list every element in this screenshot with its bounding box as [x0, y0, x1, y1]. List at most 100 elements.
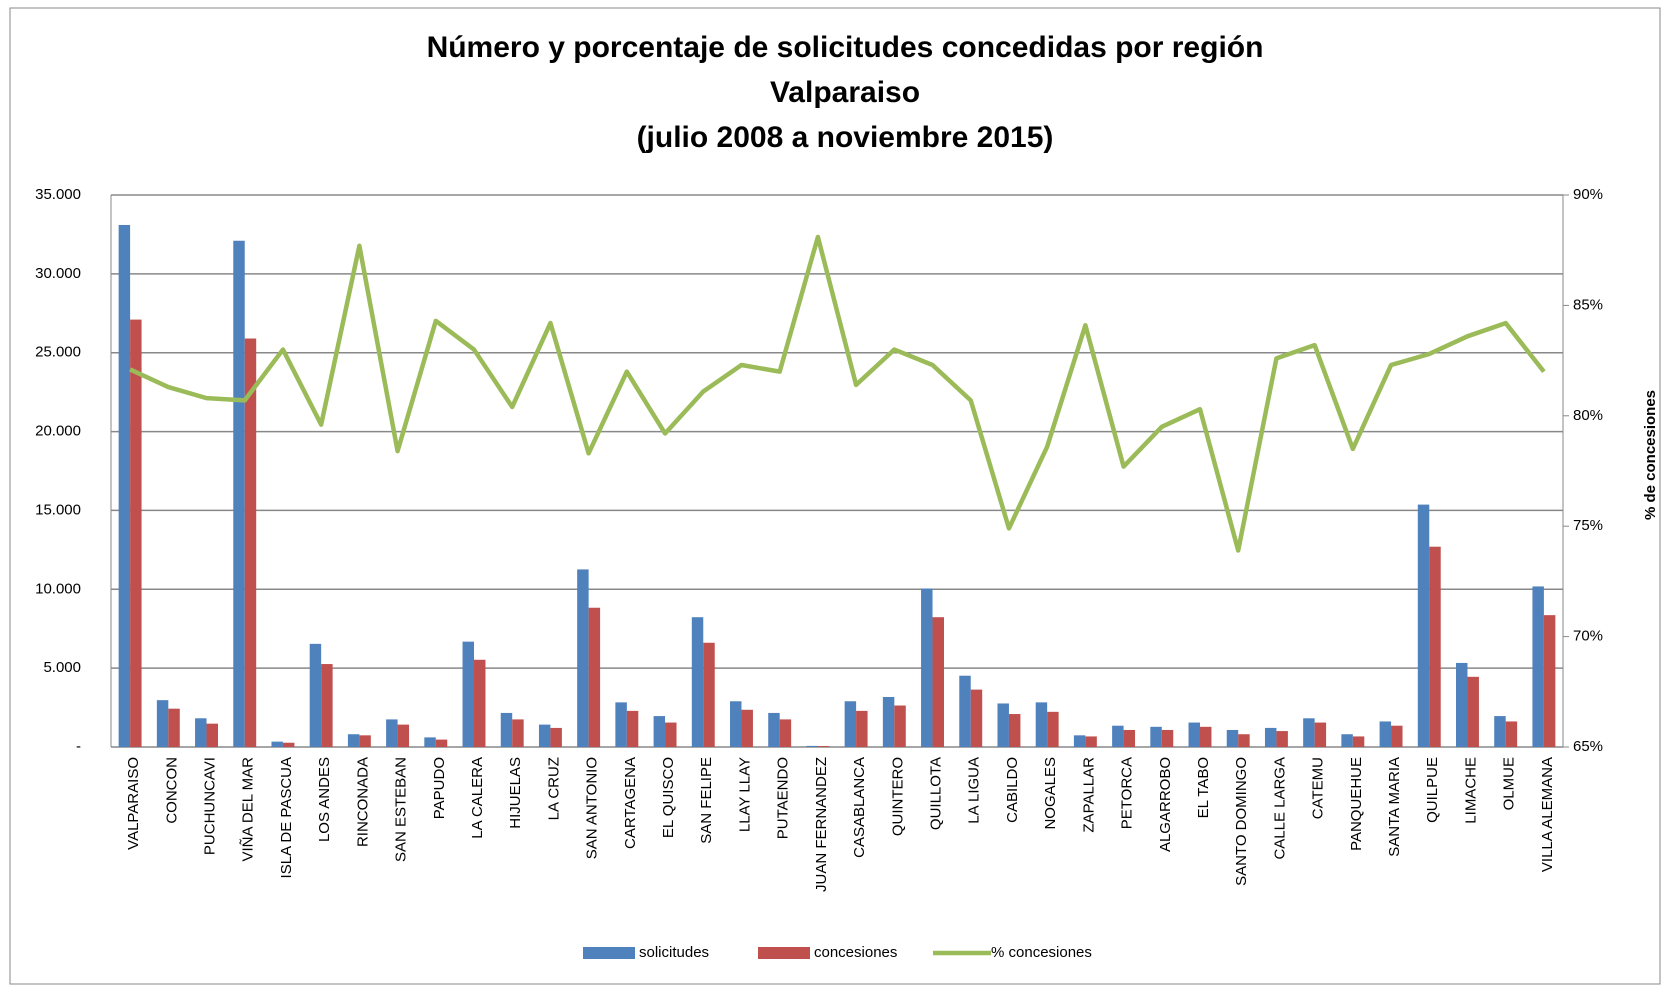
- x-tick-label: LA LIGUA: [966, 757, 983, 824]
- x-tick-label: QUILPUE: [1424, 757, 1441, 823]
- bar: [970, 689, 983, 747]
- y-tick-label: 20.000: [35, 423, 81, 440]
- y2-tick-label: 85%: [1573, 296, 1603, 313]
- x-tick-label: CATEMU: [1310, 757, 1327, 819]
- bar: [959, 675, 971, 747]
- bar: [615, 702, 627, 747]
- y2-tick-label: 70%: [1573, 628, 1603, 645]
- x-tick-label: ALGARROBO: [1157, 757, 1174, 852]
- y2-tick-label: 80%: [1573, 407, 1603, 424]
- y-tick-label: 15.000: [35, 501, 81, 518]
- bar: [309, 643, 322, 747]
- x-tick-label: LIMACHE: [1462, 757, 1479, 824]
- bar: [703, 642, 715, 747]
- x-tick-label: PAPUDO: [431, 757, 448, 819]
- bar: [1532, 586, 1544, 747]
- bar: [588, 607, 601, 747]
- bar: [1150, 726, 1162, 747]
- bar: [894, 705, 906, 747]
- y2-tick-label: 75%: [1573, 517, 1603, 534]
- x-tick-label: VALPARAISO: [125, 757, 142, 850]
- bar: [550, 727, 562, 747]
- y-tick-label: 5.000: [43, 659, 81, 676]
- bar: [168, 708, 180, 747]
- x-tick-label: CASABLANCA: [851, 757, 868, 858]
- bar: [1379, 721, 1392, 747]
- x-tick-label: RINCONADA: [354, 757, 371, 847]
- bar: [1467, 676, 1479, 747]
- bar: [424, 737, 436, 747]
- bar: [653, 716, 666, 747]
- bar: [474, 659, 486, 747]
- y-tick-label: 10.000: [35, 580, 81, 597]
- bar: [1008, 714, 1021, 747]
- x-tick-label: QUINTERO: [889, 757, 906, 836]
- bar: [321, 664, 333, 747]
- x-tick-label: EL QUISCO: [660, 757, 677, 838]
- x-tick-label: CALLE LARGA: [1271, 757, 1288, 860]
- bar: [512, 719, 524, 747]
- bar: [1073, 735, 1086, 747]
- x-tick-label: SAN ESTEBAN: [393, 757, 410, 862]
- chart-title: Número y porcentaje de solicitudes conce…: [427, 31, 1264, 64]
- x-tick-label: EL TABO: [1195, 757, 1212, 818]
- x-tick-label: LLAY LLAY: [736, 757, 753, 832]
- x-tick-label: SANTA MARIA: [1386, 757, 1403, 857]
- x-tick-label: PUCHUNCAVI: [201, 757, 218, 855]
- bar: [691, 617, 704, 747]
- bar: [1276, 731, 1288, 747]
- bar: [500, 712, 513, 747]
- x-tick-label: QUILLOTA: [927, 757, 944, 830]
- bar: [397, 724, 410, 747]
- bar: [1341, 734, 1353, 747]
- bar: [1161, 729, 1174, 747]
- bar: [1200, 726, 1212, 747]
- x-tick-label: OLMUE: [1501, 757, 1518, 810]
- x-tick-label: VIÑA DEL MAR: [240, 757, 257, 862]
- bar: [1417, 504, 1430, 747]
- bar: [1494, 716, 1506, 747]
- bar: [730, 701, 742, 747]
- bar: [882, 697, 895, 747]
- bar: [1352, 736, 1365, 747]
- bar: [665, 722, 677, 747]
- bar: [577, 569, 589, 747]
- bar: [1112, 725, 1124, 747]
- bar: [1505, 721, 1518, 747]
- legend-label: solicitudes: [639, 944, 709, 961]
- bar: [817, 746, 830, 747]
- legend-swatch: [758, 947, 810, 959]
- bar: [282, 742, 295, 747]
- bar: [271, 741, 283, 747]
- x-tick-label: PUTAENDO: [775, 757, 792, 839]
- x-tick-label: PANQUEHUE: [1348, 757, 1365, 851]
- x-tick-label: CARTAGENA: [622, 757, 639, 849]
- x-tick-label: ZAPALLAR: [1080, 757, 1097, 833]
- bar: [806, 745, 818, 747]
- x-tick-label: JUAN FERNANDEZ: [813, 757, 830, 892]
- bar: [386, 719, 398, 747]
- bar: [1123, 729, 1136, 747]
- bar: [130, 319, 142, 747]
- bar: [347, 734, 360, 747]
- bar: [1238, 734, 1250, 747]
- bar: [1047, 711, 1059, 747]
- bar: [1226, 729, 1239, 747]
- bar: [1456, 662, 1468, 747]
- bar: [1314, 722, 1327, 747]
- bar: [768, 712, 780, 747]
- bar: [359, 735, 371, 747]
- bar: [118, 224, 131, 748]
- bar: [932, 617, 944, 747]
- bar: [1035, 702, 1048, 747]
- bar: [1188, 722, 1200, 747]
- bar: [435, 739, 448, 747]
- x-tick-label: ISLA DE PASCUA: [278, 757, 295, 878]
- x-tick-label: PETORCA: [1119, 757, 1136, 829]
- x-tick-label: SAN FELIPE: [698, 757, 715, 844]
- chart-subtitle: (julio 2008 a noviembre 2015): [637, 121, 1054, 154]
- x-tick-label: LA CRUZ: [545, 757, 562, 820]
- bar: [626, 710, 639, 747]
- bar: [779, 719, 792, 747]
